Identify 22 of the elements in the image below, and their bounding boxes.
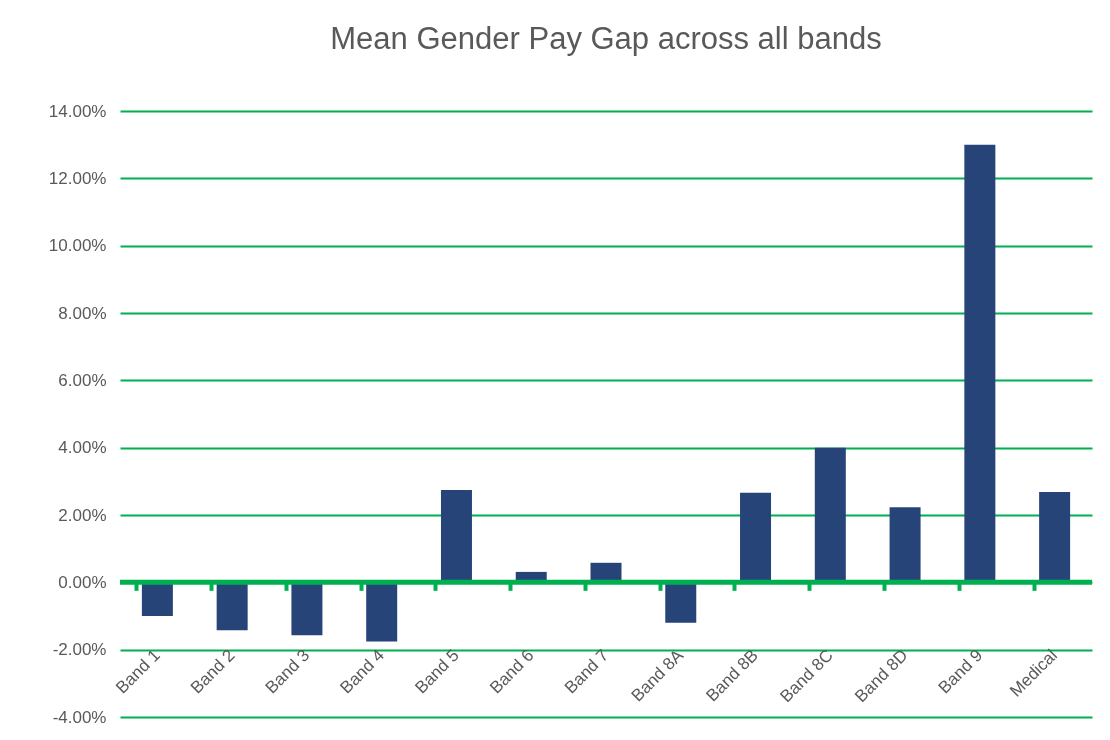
bar <box>141 582 173 616</box>
y-tick-label: 14.00% <box>48 101 107 121</box>
y-tick-label: 10.00% <box>48 236 107 256</box>
chart-title: Mean Gender Pay Gap across all bands <box>330 21 882 56</box>
y-tick-label: -4.00% <box>52 707 107 727</box>
bar <box>814 447 846 583</box>
bar <box>366 582 398 642</box>
y-tick-label: 4.00% <box>58 438 107 458</box>
bar <box>665 582 697 623</box>
y-tick-label: 2.00% <box>58 505 107 525</box>
bar <box>216 582 248 631</box>
bar <box>740 492 772 583</box>
bar <box>440 490 472 583</box>
y-tick-label: 6.00% <box>58 370 107 390</box>
bar <box>1039 492 1071 583</box>
y-tick-label: 0.00% <box>58 572 107 592</box>
y-tick-label: 8.00% <box>58 303 107 323</box>
bar <box>291 582 323 636</box>
bar <box>964 144 996 583</box>
y-tick-label: -2.00% <box>52 640 107 660</box>
bar <box>889 507 921 583</box>
y-tick-label: 12.00% <box>48 168 107 188</box>
